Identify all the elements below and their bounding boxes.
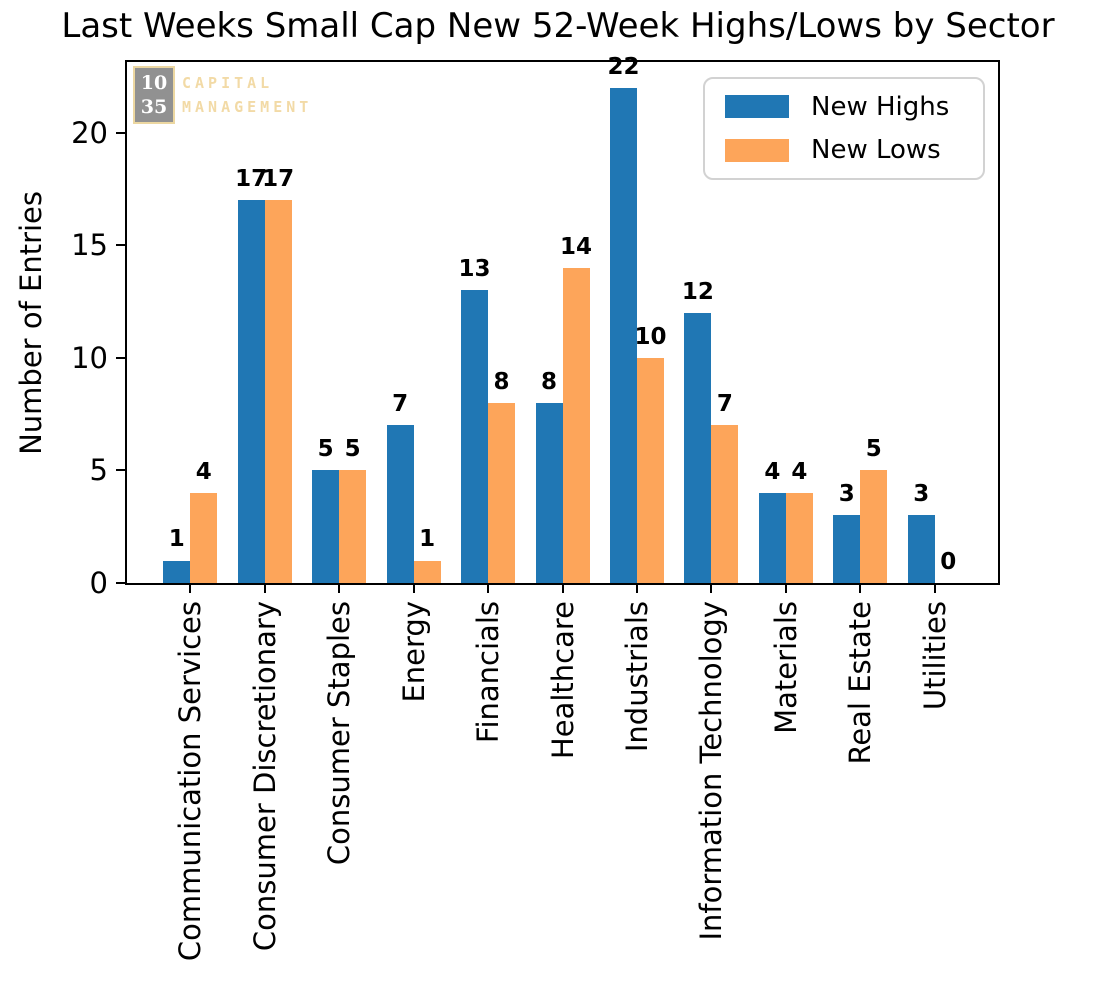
x-tick-label-wrap: Real Estate — [825, 601, 895, 765]
plot-area: 1 4 17 17 5 5 7 1 13 8 8 14 22 10 12 7 4 4 3 5 3 0 New Highs … — [125, 54, 1000, 585]
x-tick-label-wrap: Energy — [379, 601, 449, 703]
bar-value-label: 4 — [764, 458, 781, 485]
x-tick-mark — [784, 585, 787, 593]
x-tick-label-wrap: Utilities — [900, 601, 970, 710]
legend-swatch-new-highs — [725, 95, 789, 119]
bar-new-highs-materials — [758, 492, 786, 583]
x-tick-label-wrap: Healthcare — [528, 601, 598, 759]
bar-new-highs-consumer-discretionary — [237, 200, 265, 583]
chart-title: Last Weeks Small Cap New 52-Week Highs/L… — [61, 6, 1055, 46]
bar-value-label: 3 — [913, 481, 930, 508]
legend-item-new-highs: New Highs — [725, 92, 983, 122]
bar-new-lows-communication-services — [190, 492, 218, 583]
legend-label-new-highs: New Highs — [811, 91, 950, 122]
x-tick-mark — [635, 585, 638, 593]
watermark-text-line1: CAPITAL — [182, 74, 274, 92]
bar-value-label: 5 — [865, 436, 882, 463]
bar-new-highs-healthcare — [535, 402, 563, 583]
bar-new-highs-energy — [386, 425, 414, 583]
y-tick-label: 15 — [71, 228, 108, 263]
x-tick-label: Consumer Discretionary — [247, 601, 282, 952]
x-tick-mark — [412, 585, 415, 593]
x-tick-label-wrap: Communication Services — [155, 601, 225, 961]
y-tick-label: 0 — [89, 566, 108, 600]
legend: New Highs New Lows — [703, 77, 985, 180]
bar-new-highs-communication-services — [163, 560, 191, 583]
x-tick-label: Energy — [396, 601, 431, 703]
x-tick-label-wrap: Industrials — [602, 601, 672, 752]
bar-value-label: 17 — [235, 166, 268, 193]
legend-swatch-new-lows — [725, 138, 789, 162]
bar-value-label: 4 — [791, 458, 808, 485]
x-tick-label: Real Estate — [843, 601, 878, 765]
x-tick-label-wrap: Materials — [751, 601, 821, 734]
bar-new-highs-financials — [461, 290, 489, 583]
bar-new-highs-information-technology — [684, 312, 712, 583]
x-tick-mark — [338, 585, 341, 593]
bar-new-highs-utilities — [907, 515, 935, 583]
bar-value-label: 12 — [681, 278, 714, 305]
y-tick-mark — [116, 469, 125, 472]
bar-new-highs-real-estate — [833, 515, 861, 583]
legend-item-new-lows: New Lows — [725, 135, 983, 165]
bar-value-label: 4 — [195, 458, 212, 485]
bar-new-lows-financials — [488, 402, 516, 583]
x-tick-mark — [859, 585, 862, 593]
x-tick-mark — [933, 585, 936, 593]
bar-new-lows-consumer-discretionary — [264, 200, 292, 583]
bar-value-label: 14 — [559, 233, 592, 260]
bar-new-lows-real-estate — [860, 470, 888, 583]
legend-label-new-lows: New Lows — [811, 135, 941, 166]
y-tick-label: 20 — [71, 115, 108, 150]
x-tick-mark — [561, 585, 564, 593]
y-tick-label: 5 — [89, 453, 108, 488]
x-tick-label: Healthcare — [545, 601, 580, 760]
bar-new-highs-consumer-staples — [312, 470, 340, 583]
y-tick-mark — [116, 131, 125, 134]
x-tick-mark — [263, 585, 266, 593]
bar-new-lows-industrials — [636, 357, 664, 583]
x-tick-mark — [487, 585, 490, 593]
y-tick-mark — [116, 244, 125, 247]
x-tick-label: Financials — [471, 601, 506, 744]
watermark-logo: 10 35 CAPITAL MANAGEMENT — [133, 66, 312, 124]
bar-value-label: 22 — [607, 53, 640, 80]
bar-value-label: 5 — [317, 436, 334, 463]
x-tick-label: Communication Services — [173, 601, 208, 962]
bar-new-lows-energy — [413, 560, 441, 583]
x-tick-label-wrap: Consumer Discretionary — [230, 601, 300, 951]
x-tick-label: Materials — [768, 601, 803, 734]
bar-new-lows-consumer-staples — [339, 470, 367, 583]
x-tick-label: Information Technology — [694, 601, 729, 941]
bar-new-lows-materials — [785, 492, 813, 583]
watermark-logo-box: 10 35 — [133, 66, 175, 124]
y-tick-mark — [116, 582, 125, 584]
bar-new-lows-healthcare — [562, 267, 590, 583]
watermark-logo-number-bottom: 35 — [140, 96, 168, 118]
x-tick-label-wrap: Financials — [453, 601, 523, 743]
bar-value-label: 5 — [344, 436, 361, 463]
bar-value-label: 13 — [458, 256, 491, 283]
y-tick-mark — [116, 356, 125, 359]
x-tick-label: Industrials — [619, 601, 654, 753]
x-tick-label: Utilities — [917, 601, 952, 711]
x-tick-mark — [710, 585, 713, 593]
y-tick-label: 10 — [71, 340, 108, 375]
bar-value-label: 7 — [392, 391, 409, 418]
watermark-text-line2: MANAGEMENT — [182, 98, 313, 116]
x-tick-label-wrap: Consumer Staples — [304, 601, 374, 865]
bar-new-highs-industrials — [609, 87, 637, 583]
bar-new-lows-information-technology — [711, 425, 739, 583]
bar-value-label: 17 — [262, 166, 295, 193]
watermark-logo-text: CAPITAL MANAGEMENT — [182, 71, 312, 119]
watermark-logo-number-top: 10 — [140, 72, 168, 94]
x-tick-label: Consumer Staples — [322, 601, 357, 866]
x-tick-mark — [189, 585, 192, 593]
x-tick-label-wrap: Information Technology — [676, 601, 746, 941]
